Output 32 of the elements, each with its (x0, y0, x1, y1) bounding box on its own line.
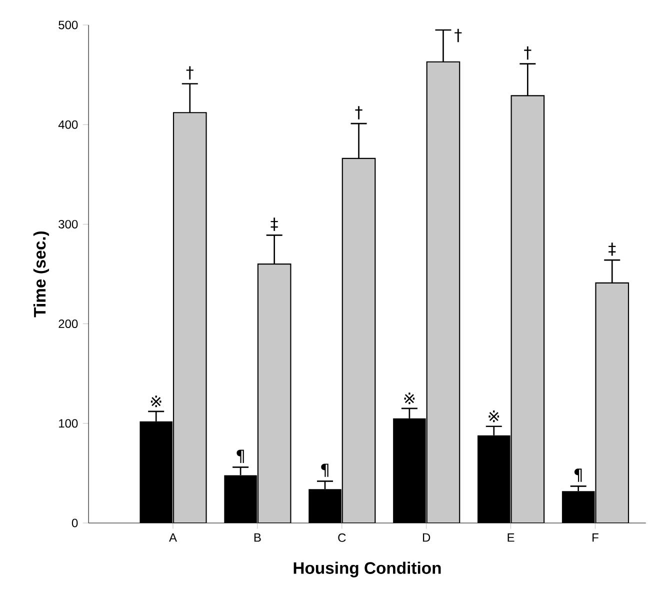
annotation: † (524, 46, 532, 60)
y-tick-label: 400 (58, 120, 78, 129)
annotation: ※ (404, 392, 415, 404)
y-tick-label: 0 (72, 518, 78, 528)
annotation: † (355, 106, 362, 120)
x-tick-label: C (338, 533, 346, 542)
annotation: † (186, 66, 194, 80)
annotation: ¶ (236, 450, 244, 463)
bar (172, 112, 207, 523)
bar (257, 264, 292, 523)
y-tick-label: 300 (58, 220, 78, 228)
y-axis-title: Time (sec.) (33, 231, 49, 318)
annotation: ¶ (574, 468, 582, 482)
bar (426, 61, 460, 523)
bar (595, 282, 630, 523)
annotation: ‡ (270, 218, 278, 231)
x-tick-label: D (422, 533, 430, 542)
annotation: ※ (488, 410, 500, 422)
annotation: † (454, 28, 462, 42)
x-tick-label: F (592, 533, 598, 542)
annotation: ¶ (321, 464, 328, 477)
bar (342, 158, 376, 523)
x-tick-label: B (254, 533, 261, 542)
annotation: ※ (150, 396, 162, 408)
annotation: ‡ (608, 242, 616, 256)
y-tick-label: 200 (58, 320, 78, 328)
y-tick-label: 100 (59, 419, 78, 428)
x-axis-title: Housing Condition (294, 562, 441, 578)
x-tick-label: A (169, 533, 177, 542)
bar (510, 95, 545, 523)
x-tick-label: E (508, 533, 514, 542)
y-tick-label: 500 (58, 20, 78, 30)
